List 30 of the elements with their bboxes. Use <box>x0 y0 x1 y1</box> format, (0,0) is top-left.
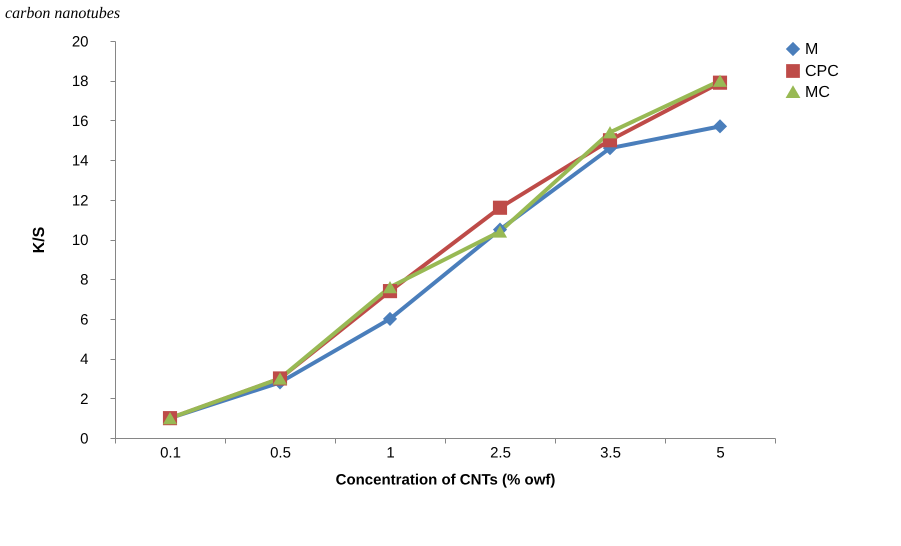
y-tick-label: 2 <box>80 390 88 408</box>
y-tick-label: 0 <box>80 430 88 448</box>
point <box>492 200 508 215</box>
text: carbon nanotubes <box>5 5 120 22</box>
x-tick-label: 3.5 <box>600 444 621 462</box>
y-tick-label: 14 <box>72 152 88 170</box>
y-tick-label: 8 <box>80 272 88 289</box>
point <box>712 74 728 87</box>
y-tick-label: 16 <box>72 112 88 130</box>
point <box>382 281 398 294</box>
x-tick-label: 0.5 <box>270 444 291 462</box>
legend-label: MC <box>805 84 830 101</box>
y-tick-label: 6 <box>80 311 88 328</box>
point <box>382 312 398 326</box>
y-tick-label: 18 <box>72 73 88 90</box>
point <box>492 225 508 238</box>
legend-label: M <box>805 41 818 58</box>
x-axis-title: Concentration of CNTs (% owf) <box>336 472 556 488</box>
x-tick-label: 5 <box>716 444 725 462</box>
x-tick-label: 1 <box>386 444 395 462</box>
y-tick-label: 10 <box>72 232 88 249</box>
x-tick-label: 0.1 <box>160 444 181 462</box>
y-tick-label: 4 <box>80 351 88 368</box>
point <box>602 126 618 138</box>
legend-label: CPC <box>805 63 839 80</box>
y-axis-title: K/S <box>30 226 48 254</box>
y-tick-label: 12 <box>72 192 88 210</box>
x-tick-label: 2.5 <box>490 444 511 462</box>
y-tick-label: 20 <box>72 34 88 50</box>
point <box>712 119 728 134</box>
